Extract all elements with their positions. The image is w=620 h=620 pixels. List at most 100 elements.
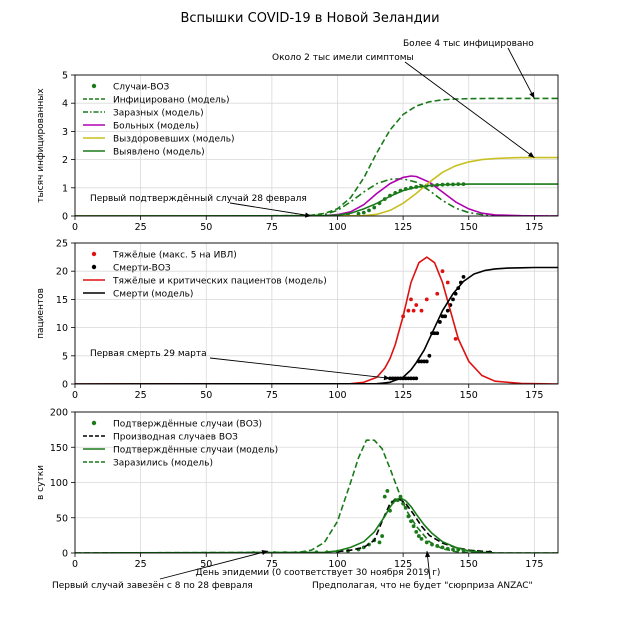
data-point xyxy=(403,376,408,381)
plot-frame xyxy=(74,411,559,554)
y-tick-label: 4 xyxy=(62,99,68,110)
data-point xyxy=(445,308,450,313)
x-tick-label: 50 xyxy=(200,390,212,401)
y-tick-label: 5 xyxy=(62,71,68,82)
data-point xyxy=(419,359,424,364)
x-tick-label: 150 xyxy=(460,222,478,233)
x-tick-label: 100 xyxy=(328,222,346,233)
data-point xyxy=(377,540,382,545)
y-tick-label: 0 xyxy=(62,212,68,223)
data-point xyxy=(422,359,427,364)
data-point xyxy=(440,314,445,319)
data-point xyxy=(409,297,413,302)
x-tick-label: 100 xyxy=(328,559,346,570)
figure-title: Вспышки COVID-19 в Новой Зеландии xyxy=(180,11,439,26)
x-tick-label: 125 xyxy=(394,559,412,570)
legend-label: Подтверждённые случаи (модель) xyxy=(113,446,278,456)
data-point xyxy=(427,353,432,358)
y-tick-label: 3 xyxy=(62,127,68,138)
legend-label: Выявлено (модель) xyxy=(113,148,205,158)
footnote-anzac: Предполагая, что не будет "сюрприза ANZA… xyxy=(312,581,533,591)
x-tick-label: 125 xyxy=(394,390,412,401)
data-point xyxy=(406,376,411,381)
series-line xyxy=(75,256,558,384)
data-point xyxy=(409,376,413,381)
y-tick-label: 1 xyxy=(62,183,68,194)
data-point xyxy=(453,336,458,341)
annotation-text: Около 2 тыс имели симптомы xyxy=(272,53,414,63)
y-tick-label: 2 xyxy=(62,155,68,166)
annotation-text: Первая смерть 29 марта xyxy=(90,349,207,359)
data-point xyxy=(435,331,440,336)
annotation-arrow xyxy=(507,47,535,99)
annotation-arrowhead xyxy=(383,375,390,381)
data-point xyxy=(424,540,429,545)
data-point xyxy=(435,291,440,296)
y-tick-label: 50 xyxy=(56,513,68,524)
legend-marker xyxy=(91,83,97,89)
annotation-text: Первый подтверждённый случай 28 февраля xyxy=(90,194,307,204)
y-axis-label: тысяч инфицированных xyxy=(36,88,46,203)
legend-label: Смерти (модель) xyxy=(113,290,193,300)
series-line xyxy=(75,266,558,384)
x-tick-label: 150 xyxy=(460,390,478,401)
legend-label: Выздоровевших (модель) xyxy=(113,135,235,145)
footnote-first-case: Первый случай завезён с 8 по 28 февраля xyxy=(52,581,253,591)
data-point xyxy=(414,529,419,534)
y-axis-label: пациентов xyxy=(36,288,46,339)
data-point xyxy=(424,297,429,302)
panel-3: 0 25 50 75 100 125 150 175 0 50 100 150 200 в сутки По… xyxy=(36,408,559,570)
legend-label: Больных (модель) xyxy=(113,122,199,132)
plot-frame xyxy=(74,242,559,385)
series-group xyxy=(75,256,558,384)
data-point xyxy=(356,211,361,216)
footnote-arrowhead xyxy=(261,549,268,556)
annotation-arrow xyxy=(229,202,312,217)
data-point xyxy=(416,534,421,538)
data-point xyxy=(451,547,455,552)
x-tick-label: 75 xyxy=(266,390,278,401)
y-axis-label: в сутки xyxy=(36,465,46,500)
data-point xyxy=(382,494,387,499)
series-group xyxy=(75,97,558,216)
x-axis-label: День эпидемии (0 соответствует 30 ноября… xyxy=(196,568,441,578)
legend-label: Производная случаев ВОЗ xyxy=(113,433,238,443)
legend-label: Тяжёлые и критических пациентов (модель) xyxy=(112,277,327,287)
x-tick-label: 75 xyxy=(266,222,278,233)
data-point xyxy=(414,376,419,381)
x-tick-label: 50 xyxy=(200,559,212,570)
y-tick-label: 150 xyxy=(50,443,68,454)
legend-label: Смерти-ВОЗ xyxy=(113,264,171,274)
x-tick-label: 125 xyxy=(394,222,412,233)
x-tick-label: 25 xyxy=(135,559,147,570)
panel-1: 0 25 50 75 100 125 150 175 0 1 2 3 4 5 тысяч инфициров… xyxy=(36,39,559,233)
annotation-arrow xyxy=(404,61,535,158)
legend-label: Заразились (модель) xyxy=(113,459,213,469)
x-tick-label: 150 xyxy=(460,559,478,570)
plot-frame xyxy=(74,74,559,217)
data-point xyxy=(361,210,366,215)
data-point xyxy=(385,489,390,493)
x-tick-label: 0 xyxy=(72,222,78,233)
data-point xyxy=(367,208,371,213)
legend: Подтверждённые случаи (ВОЗ) Производная с… xyxy=(83,420,278,469)
x-tick-label: 0 xyxy=(72,559,78,570)
legend-label: Инфицировано (модель) xyxy=(113,96,230,106)
annotation-arrowhead xyxy=(528,151,535,158)
data-point xyxy=(424,359,429,364)
series-line xyxy=(75,175,558,216)
annotation-arrow xyxy=(209,357,391,379)
series-line xyxy=(75,497,558,553)
annotation-arrowhead xyxy=(304,212,312,218)
x-tick-label: 0 xyxy=(72,390,78,401)
legend-label: Заразных (модель) xyxy=(113,109,204,119)
series-line xyxy=(75,178,558,216)
data-point xyxy=(432,331,437,336)
series-group xyxy=(75,439,558,553)
data-point xyxy=(443,314,448,319)
x-tick-label: 50 xyxy=(200,222,212,233)
footnote-arrowhead xyxy=(425,551,431,558)
data-point xyxy=(411,308,416,313)
